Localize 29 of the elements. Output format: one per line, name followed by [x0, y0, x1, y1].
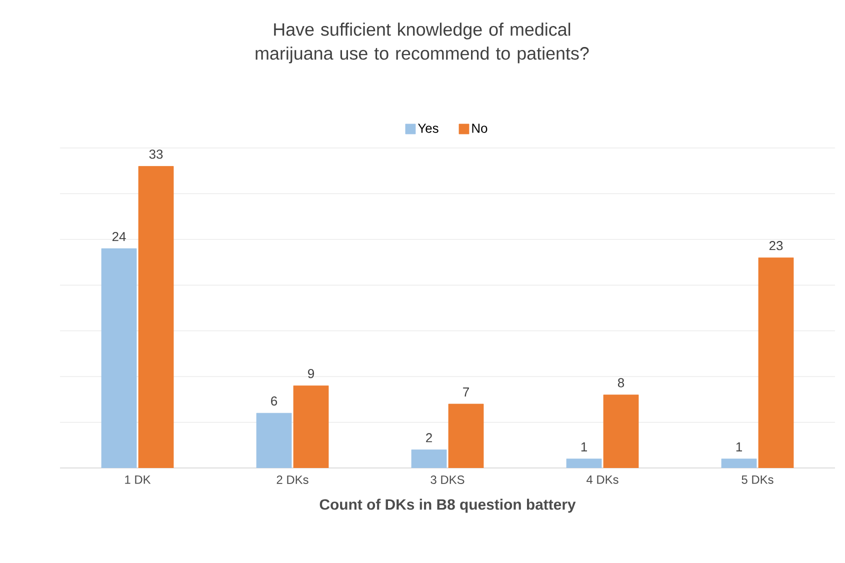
x-axis-title: Count of DKs in B8 question battery	[320, 498, 576, 513]
bar	[566, 458, 602, 468]
data-label: 33	[149, 150, 163, 159]
data-label: 8	[618, 378, 624, 388]
bar	[448, 404, 484, 468]
data-label: 1	[736, 442, 742, 452]
bar	[138, 166, 174, 468]
legend-label: No	[472, 124, 488, 133]
data-label: 1	[581, 442, 587, 452]
bar	[721, 458, 757, 468]
legend-label: Yes	[418, 124, 438, 133]
x-tick-label: 2 DKs	[276, 476, 308, 484]
data-label: 24	[112, 232, 126, 242]
chart-title: Have sufficient knowledge of medical marijuana use to recommend to patients?	[256, 22, 589, 64]
bar	[603, 394, 639, 468]
data-label: 23	[769, 241, 783, 250]
data-label: 2	[426, 433, 432, 442]
bar	[758, 258, 794, 468]
bar	[256, 412, 292, 468]
x-tick-label: 4 DKs	[586, 476, 618, 484]
bar	[293, 386, 329, 468]
bar	[411, 450, 447, 468]
x-tick-label: 3 DKS	[430, 476, 464, 484]
x-tick-label: 5 DKs	[742, 476, 774, 484]
data-label: 9	[308, 369, 314, 378]
data-label: 7	[463, 388, 469, 396]
x-tick-label: 1 DK	[125, 476, 151, 484]
bar	[101, 248, 137, 468]
data-label: 6	[271, 396, 278, 406]
